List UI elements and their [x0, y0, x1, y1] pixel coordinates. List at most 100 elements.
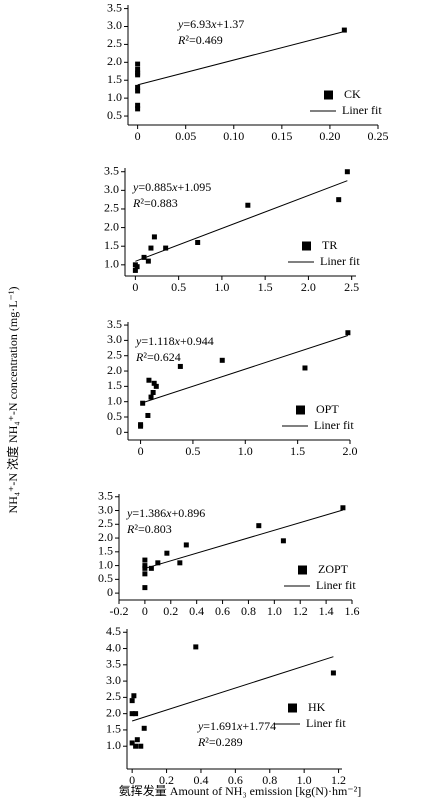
legend-label: TR — [322, 238, 337, 252]
equation: R²=0.883 — [132, 196, 178, 210]
point — [134, 264, 140, 270]
point — [345, 330, 351, 336]
point — [138, 423, 144, 429]
point — [193, 644, 199, 650]
equation: y=6.93x+1.37 — [177, 17, 244, 31]
point — [341, 27, 347, 33]
fit-line — [137, 31, 345, 86]
point — [142, 557, 148, 563]
y-tick-label: 3.5 — [98, 489, 113, 503]
y-tick-label: 1.5 — [98, 544, 113, 558]
fit-line — [132, 656, 334, 722]
y-tick-label: 4.0 — [106, 640, 121, 654]
point — [135, 106, 141, 112]
y-tick-label: 2.0 — [107, 363, 122, 377]
x-tick-label: 0 — [142, 604, 148, 618]
y-tick-label: 2.5 — [107, 36, 122, 50]
point — [155, 560, 161, 566]
legend-marker — [302, 241, 311, 251]
legend-label: CK — [344, 87, 361, 101]
point — [195, 239, 201, 245]
point — [133, 711, 139, 717]
x-tick-label: 0.4 — [193, 773, 208, 787]
equation: y=1.118x+0.944 — [135, 334, 214, 348]
x-tick-label: 0 — [132, 280, 138, 294]
point — [129, 740, 135, 746]
x-tick-label: 2.0 — [301, 280, 316, 294]
y-tick-label: 3.0 — [98, 502, 113, 516]
point — [135, 61, 141, 67]
x-tick-label: 0.6 — [228, 773, 243, 787]
y-tick-label: 3.5 — [107, 317, 122, 331]
y-tick-label: 2.5 — [107, 347, 122, 361]
point — [145, 412, 151, 418]
y-tick-label: 3.0 — [106, 673, 121, 687]
x-tick-label: 1.2 — [293, 604, 308, 618]
point — [150, 389, 156, 395]
y-tick-label: 1.0 — [107, 393, 122, 407]
y-tick-label: 3.0 — [107, 18, 122, 32]
point — [133, 743, 139, 749]
y-tick-label: 1.5 — [106, 722, 121, 736]
point — [135, 102, 141, 108]
x-tick-label: 0.25 — [368, 129, 389, 143]
point — [164, 550, 170, 556]
legend-marker — [288, 703, 297, 713]
point — [135, 66, 141, 72]
point — [280, 538, 286, 544]
x-tick-label: 0.15 — [271, 129, 292, 143]
equation: y=1.691x+1.774 — [197, 719, 276, 733]
x-tick-label: 0.5 — [171, 280, 186, 294]
equation: R²=0.624 — [135, 350, 181, 364]
x-tick-label: 2.5 — [344, 280, 359, 294]
point — [148, 394, 154, 400]
x-tick-label: 1.0 — [267, 604, 282, 618]
x-tick-label: 0.5 — [185, 444, 200, 458]
point — [135, 88, 141, 94]
equation: y=1.386x+0.896 — [126, 506, 205, 520]
point — [145, 258, 151, 264]
y-tick-label: 3.5 — [107, 0, 122, 14]
point — [148, 565, 154, 571]
point — [135, 72, 141, 78]
y-tick-label: 0 — [107, 585, 113, 599]
legend-label: Liner fit — [316, 578, 356, 592]
x-tick-label: 1.5 — [290, 444, 305, 458]
x-tick-label: -0.2 — [110, 604, 129, 618]
x-tick-label: 1.2 — [331, 773, 346, 787]
y-tick-label: 3.0 — [104, 182, 119, 196]
y-tick-label: 2.5 — [98, 516, 113, 530]
y-tick-label: 2.5 — [106, 689, 121, 703]
x-tick-label: 0.20 — [319, 129, 340, 143]
point — [219, 357, 225, 363]
x-tick-label: 1.0 — [238, 444, 253, 458]
x-tick-label: 1.4 — [319, 604, 334, 618]
y-tick-label: 1.5 — [104, 238, 119, 252]
x-tick-label: 0.2 — [159, 773, 174, 787]
y-tick-label: 2.0 — [106, 705, 121, 719]
y-tick-label: 2.0 — [104, 219, 119, 233]
legend-label: ZOPT — [318, 562, 349, 576]
legend-label: Liner fit — [342, 103, 382, 117]
x-tick-label: 0.8 — [262, 773, 277, 787]
point — [344, 169, 350, 175]
x-tick-label: 0 — [138, 444, 144, 458]
point — [138, 743, 144, 749]
point — [163, 245, 169, 251]
x-tick-label: 0 — [129, 773, 135, 787]
y-tick-label: 1.0 — [104, 257, 119, 271]
y-tick-label: 1.5 — [107, 72, 122, 86]
point — [141, 254, 147, 260]
legend-marker — [298, 565, 307, 575]
x-tick-label: 0.4 — [189, 604, 204, 618]
y-tick-label: 0.5 — [98, 571, 113, 585]
y-tick-label: 4.5 — [106, 624, 121, 638]
point — [151, 234, 157, 240]
point — [330, 670, 336, 676]
point — [153, 383, 159, 389]
y-tick-label: 1.0 — [107, 90, 122, 104]
y-tick-label: 2.5 — [104, 201, 119, 215]
point — [134, 737, 140, 743]
y-tick-label: 0.5 — [107, 108, 122, 122]
